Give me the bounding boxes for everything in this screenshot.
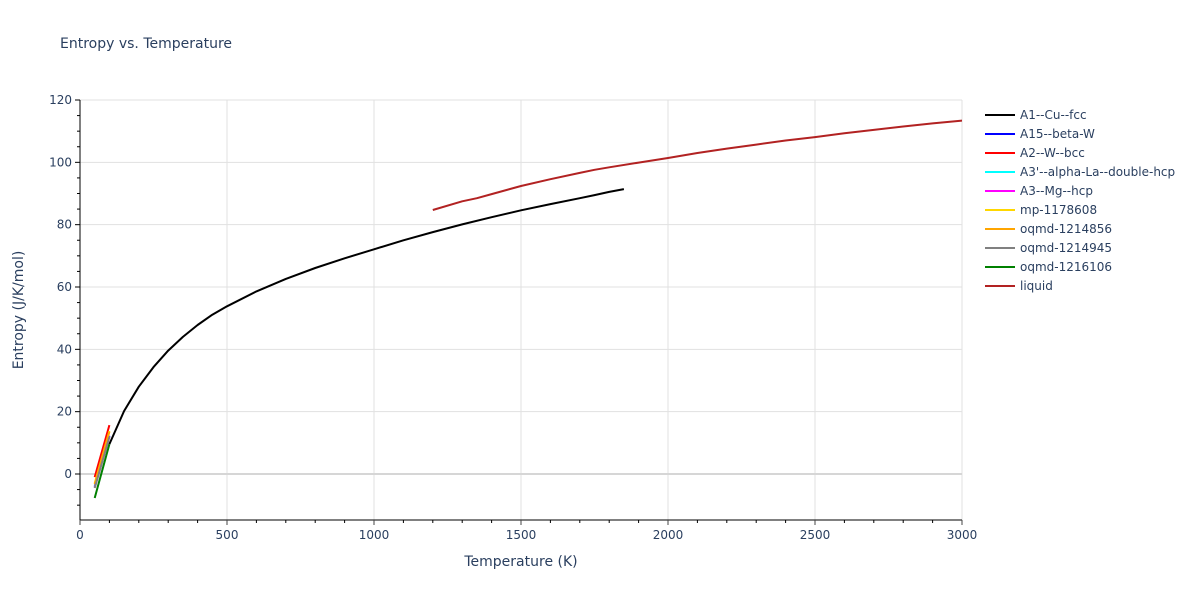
x-axis-title: Temperature (K)	[464, 554, 578, 570]
legend-label: oqmd-1216106	[1020, 259, 1113, 274]
legend-item[interactable]: oqmd-1214945	[985, 238, 1175, 257]
y-tick-label: 0	[64, 467, 72, 481]
legend-swatch-icon	[985, 189, 1015, 192]
y-tick-label: 60	[57, 280, 72, 294]
series-line-oqmd-1214856	[93, 431, 111, 485]
y-tick-label: 100	[49, 155, 72, 169]
y-tick-label: 120	[49, 93, 72, 107]
legend-swatch-icon	[985, 113, 1015, 116]
y-tick-label: 40	[57, 342, 72, 356]
legend-swatch-icon	[985, 227, 1015, 230]
axes: 0 500 1000 1500 2000 2500 3000 0 20 40 60 80 100 120	[49, 93, 977, 542]
chart-title: Entropy vs. Temperature	[60, 36, 233, 52]
x-tick-label: 500	[216, 528, 239, 542]
legend-swatch-icon	[985, 151, 1015, 154]
series-line-liquid	[432, 119, 962, 211]
legend-label: liquid	[1020, 278, 1053, 293]
legend-item[interactable]: A15--beta-W	[985, 124, 1175, 143]
legend-label: A3--Mg--hcp	[1020, 183, 1093, 198]
legend-item[interactable]: mp-1178608	[985, 200, 1175, 219]
y-axis-title: Entropy (J/K/mol)	[11, 250, 27, 370]
x-tick-label: 1000	[359, 528, 390, 542]
data-series	[93, 119, 962, 499]
legend-label: mp-1178608	[1020, 202, 1098, 217]
legend-item[interactable]: A3--Mg--hcp	[985, 181, 1175, 200]
legend-swatch-icon	[985, 132, 1015, 135]
legend-label: A2--W--bcc	[1020, 145, 1085, 160]
gridlines	[80, 99, 963, 520]
legend-item[interactable]: A2--W--bcc	[985, 143, 1175, 162]
series-line-oqmd-1214945	[93, 436, 111, 489]
x-tick-label: 0	[76, 528, 84, 542]
legend-label: A1--Cu--fcc	[1020, 107, 1087, 122]
legend-label: oqmd-1214945	[1020, 240, 1113, 255]
legend-item[interactable]: A1--Cu--fcc	[985, 105, 1175, 124]
legend-label: A15--beta-W	[1020, 126, 1095, 141]
x-tick-label: 2500	[800, 528, 831, 542]
legend-item[interactable]: A3'--alpha-La--double-hcp	[985, 162, 1175, 181]
series-line-oqmd-1216106	[93, 443, 111, 499]
y-tick-label: 20	[57, 405, 72, 419]
y-tick-label: 80	[57, 218, 72, 232]
legend-label: oqmd-1214856	[1020, 221, 1113, 236]
series-line-a1-cu-fcc	[108, 188, 625, 445]
legend-item[interactable]: oqmd-1214856	[985, 219, 1175, 238]
legend-swatch-icon	[985, 208, 1015, 211]
legend-item[interactable]: oqmd-1216106	[985, 257, 1175, 276]
legend-swatch-icon	[985, 170, 1015, 173]
legend-swatch-icon	[985, 246, 1015, 249]
legend-swatch-icon	[985, 284, 1015, 287]
x-tick-label: 2000	[653, 528, 684, 542]
legend-label: A3'--alpha-La--double-hcp	[1020, 164, 1176, 179]
legend: A1--Cu--fcc A15--beta-W A2--W--bcc A3'--alp…	[985, 105, 1175, 295]
legend-swatch-icon	[985, 265, 1015, 268]
series-line-a2-w-bcc	[93, 424, 111, 478]
legend-item[interactable]: liquid	[985, 276, 1175, 295]
x-tick-label: 3000	[947, 528, 978, 542]
x-tick-label: 1500	[506, 528, 537, 542]
